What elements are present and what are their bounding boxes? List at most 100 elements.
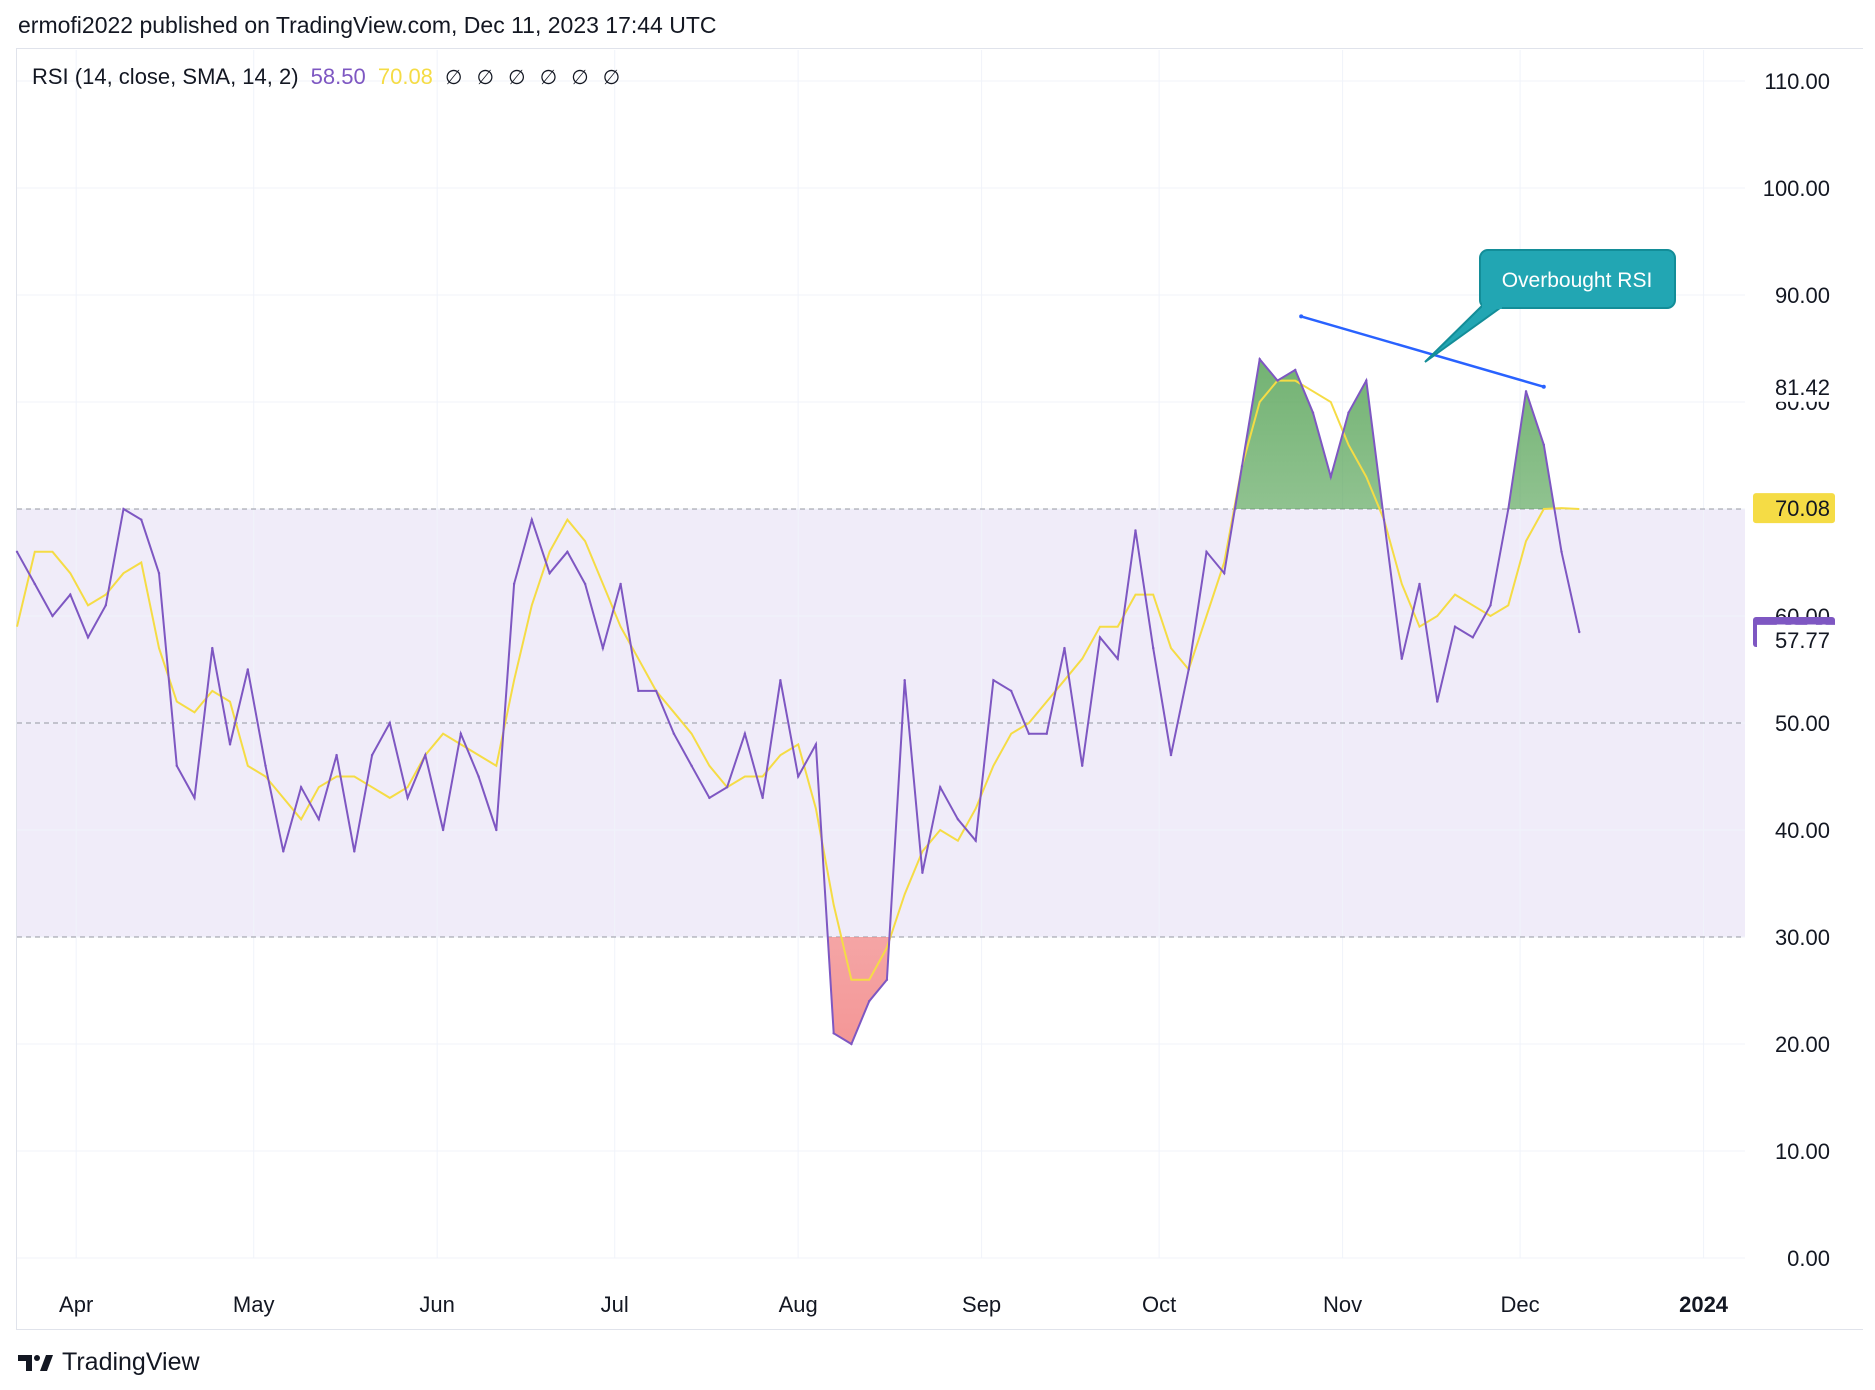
rsi-point-43 — [779, 679, 782, 682]
rsi-point-28 — [512, 582, 516, 586]
rsi-point-82 — [1471, 636, 1474, 639]
rsi-point-44 — [796, 775, 800, 778]
rsi-point-54 — [974, 839, 977, 842]
rsi-point-18 — [335, 753, 338, 757]
rsi-chart[interactable]: Overbought RSI110.00100.0090.0080.0060.0… — [0, 0, 1875, 1340]
rsi-point-76 — [1365, 379, 1368, 382]
rsi-point-46 — [832, 1032, 835, 1035]
sma-price-tag — [1753, 493, 1835, 524]
na-value-3: ∅ — [508, 67, 526, 89]
rsi-point-63 — [1134, 529, 1137, 532]
y-tick-label: 10.00 — [1775, 1139, 1830, 1164]
na-value-1: ∅ — [445, 67, 463, 89]
rsi-point-75 — [1347, 411, 1350, 414]
rsi-point-5 — [104, 604, 107, 607]
rsi-point-25 — [459, 732, 463, 735]
rsi-point-22 — [406, 796, 409, 800]
chart-frame — [16, 48, 1863, 1330]
price-label-plain: 57.77 — [1775, 628, 1830, 653]
rsi-point-34 — [619, 582, 622, 586]
rsi-point-13 — [246, 668, 249, 671]
price-tag-bg — [1757, 371, 1835, 402]
rsi-point-40 — [725, 786, 729, 789]
rsi-point-74 — [1329, 475, 1332, 479]
callout-box — [1479, 249, 1676, 309]
rsi-point-70 — [1258, 358, 1261, 361]
rsi-point-42 — [761, 796, 764, 800]
trendline-end — [1541, 384, 1546, 389]
rsi-point-53 — [956, 818, 960, 821]
rsi-point-39 — [708, 796, 711, 800]
sma-value: 70.08 — [377, 64, 433, 89]
rsi-point-66 — [1187, 668, 1190, 671]
x-tick-label: Oct — [1142, 1292, 1176, 1317]
x-tick-label: Dec — [1501, 1292, 1540, 1317]
x-tick-label: Jul — [601, 1292, 629, 1317]
overbought-fill — [17, 359, 1580, 509]
rsi-point-26 — [477, 775, 480, 778]
rsi-point-36 — [654, 689, 658, 693]
rsi-point-81 — [1453, 625, 1457, 628]
indicator-legend[interactable]: RSI (14, close, SMA, 14, 2) 58.50 70.08 … — [32, 64, 628, 90]
na-value-2: ∅ — [476, 67, 495, 89]
x-tick-label: Nov — [1323, 1292, 1362, 1317]
rsi-point-69 — [1240, 465, 1244, 468]
rsi-point-62 — [1116, 657, 1119, 660]
y-tick-label: 20.00 — [1775, 1032, 1830, 1057]
rsi-point-8 — [157, 572, 161, 575]
rsi-point-67 — [1205, 550, 1208, 553]
rsi-value: 58.50 — [310, 64, 366, 89]
rsi-point-0 — [15, 550, 19, 553]
rsi-point-31 — [566, 550, 569, 553]
rsi-point-32 — [583, 582, 587, 586]
rsi-point-88 — [1578, 630, 1581, 634]
rsi-point-12 — [228, 743, 232, 746]
rsi-point-11 — [211, 646, 214, 650]
rsi-point-30 — [548, 572, 551, 575]
y-tick-label: 0.00 — [1787, 1246, 1830, 1271]
rsi-point-4 — [86, 636, 90, 639]
rsi-point-33 — [601, 646, 605, 650]
rsi-point-56 — [1009, 689, 1013, 693]
rsi-point-59 — [1063, 646, 1066, 650]
y-tick-label: 50.00 — [1775, 711, 1830, 736]
na-value-4: ∅ — [539, 67, 558, 89]
rsi-point-2 — [51, 614, 54, 618]
price-tag-bg — [1757, 624, 1835, 655]
x-tick-label: May — [233, 1292, 275, 1317]
rsi-point-1 — [33, 582, 36, 586]
callout: Overbought RSI — [1424, 249, 1676, 363]
rsi-point-47 — [850, 1042, 853, 1046]
rsi-point-9 — [175, 764, 178, 767]
sma-series-line — [16, 379, 1580, 981]
indicator-name[interactable]: RSI (14, close, SMA, 14, 2) — [32, 64, 299, 89]
rsi-point-17 — [317, 818, 321, 821]
rsi-point-72 — [1294, 368, 1297, 372]
rsi-point-38 — [690, 764, 693, 767]
rsi-point-71 — [1276, 379, 1279, 382]
x-tick-label: Jun — [419, 1292, 454, 1317]
rsi-point-45 — [814, 743, 818, 746]
rsi-point-87 — [1560, 550, 1563, 553]
footer-brand-text: TradingView — [62, 1348, 200, 1376]
rsi-point-48 — [867, 1000, 871, 1003]
callout-joint — [1482, 300, 1502, 309]
rsi-point-20 — [370, 753, 374, 757]
publisher-header: ermofi2022 published on TradingView.com,… — [18, 12, 717, 38]
tradingview-logo-icon — [18, 1353, 54, 1373]
footer-brand[interactable]: TradingView — [18, 1348, 200, 1377]
rsi-point-50 — [903, 679, 906, 682]
rsi-point-27 — [495, 828, 498, 832]
rsi-point-55 — [992, 679, 995, 682]
y-tick-label: 100.00 — [1763, 176, 1830, 201]
rsi-point-79 — [1418, 582, 1421, 586]
rsi-point-60 — [1081, 764, 1084, 767]
rsi-point-65 — [1169, 753, 1173, 757]
x-tick-label: Sep — [962, 1292, 1001, 1317]
price-label-plain: 81.42 — [1775, 375, 1830, 400]
rsi-point-73 — [1311, 411, 1315, 414]
rsi-point-49 — [885, 978, 889, 981]
rsi-point-52 — [938, 786, 942, 789]
rsi-point-57 — [1027, 732, 1031, 735]
trendline — [1300, 315, 1545, 389]
